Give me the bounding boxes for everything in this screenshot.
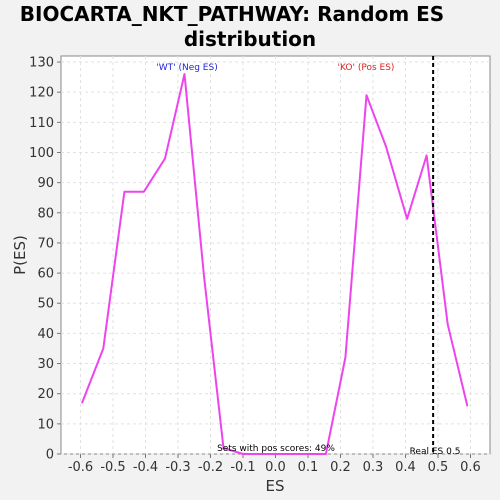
chart-title: BIOCARTA_NKT_PATHWAY: Random ES distribu… [20, 2, 444, 51]
x-tick-label: -0.4 [133, 460, 158, 475]
chart-title-line-1: BIOCARTA_NKT_PATHWAY: Random ES [20, 2, 444, 26]
series-point [365, 94, 368, 96]
x-tick-label: 0.1 [298, 460, 319, 475]
series-point [123, 190, 126, 193]
series-point [261, 453, 264, 455]
series-point [143, 190, 145, 193]
series-point [281, 453, 283, 455]
y-tick-label: 0 [46, 448, 54, 463]
series-point [222, 447, 225, 449]
y-tick-label: 80 [37, 206, 54, 221]
series-point [164, 157, 166, 160]
series-point [325, 453, 327, 455]
y-tick-label: 40 [37, 327, 54, 342]
y-tick-label: 50 [37, 297, 54, 312]
x-axis-label: ES [266, 477, 285, 495]
series-point [344, 356, 347, 359]
x-tick-label: 0.5 [428, 460, 449, 475]
x-tick-label: -0.2 [198, 460, 223, 475]
x-tick-label: -0.6 [68, 460, 93, 475]
y-axis: 0 10 20 30 40 50 60 70 80 90 100 110 120 130 [29, 56, 61, 463]
x-tick-label: 0.2 [330, 460, 351, 475]
y-tick-label: 120 [29, 86, 54, 101]
grid-lines [61, 56, 490, 455]
y-tick-label: 100 [29, 146, 54, 161]
x-tick-label: -0.1 [230, 460, 255, 475]
y-tick-label: 60 [37, 267, 54, 282]
real-es-annotation: Real ES 0.5 [410, 447, 461, 457]
series-point [242, 453, 244, 455]
y-tick-label: 130 [29, 56, 54, 71]
y-tick-label: 20 [37, 387, 54, 402]
x-tick-label: 0.4 [395, 460, 416, 475]
x-tick-label: 0.3 [363, 460, 384, 475]
series-point [425, 154, 428, 157]
pos-scores-annotation: Sets with pos scores: 49% [217, 444, 335, 454]
x-tick-label: -0.5 [100, 460, 125, 475]
series-group [81, 73, 469, 455]
series-point [183, 73, 186, 75]
series-point [466, 404, 469, 407]
series-line [81, 73, 469, 455]
chart-title-line-2: distribution [184, 27, 316, 51]
series-point [102, 347, 105, 350]
series-point [300, 453, 303, 455]
ko-annotation: 'KO' (Pos ES) [338, 63, 395, 73]
series-point [385, 145, 387, 148]
y-tick-label: 30 [37, 357, 54, 372]
wt-annotation: 'WT' (Neg ES) [156, 63, 217, 73]
x-axis: -0.6 -0.5 -0.4 -0.3 -0.2 -0.1 0.0 0.1 0.2 0.3 0.4 0… [68, 454, 481, 475]
x-tick-label: -0.3 [165, 460, 190, 475]
y-tick-label: 10 [37, 417, 54, 432]
x-tick-label: 0.0 [265, 460, 286, 475]
series-point [406, 218, 408, 220]
y-tick-label: 110 [29, 116, 54, 131]
series-point [81, 401, 83, 404]
series-point [203, 275, 205, 277]
series-point [446, 323, 449, 326]
x-tick-label: 0.6 [460, 460, 481, 475]
y-tick-label: 70 [37, 236, 54, 251]
y-axis-label: P(ES) [11, 235, 29, 275]
y-tick-label: 90 [37, 176, 54, 191]
